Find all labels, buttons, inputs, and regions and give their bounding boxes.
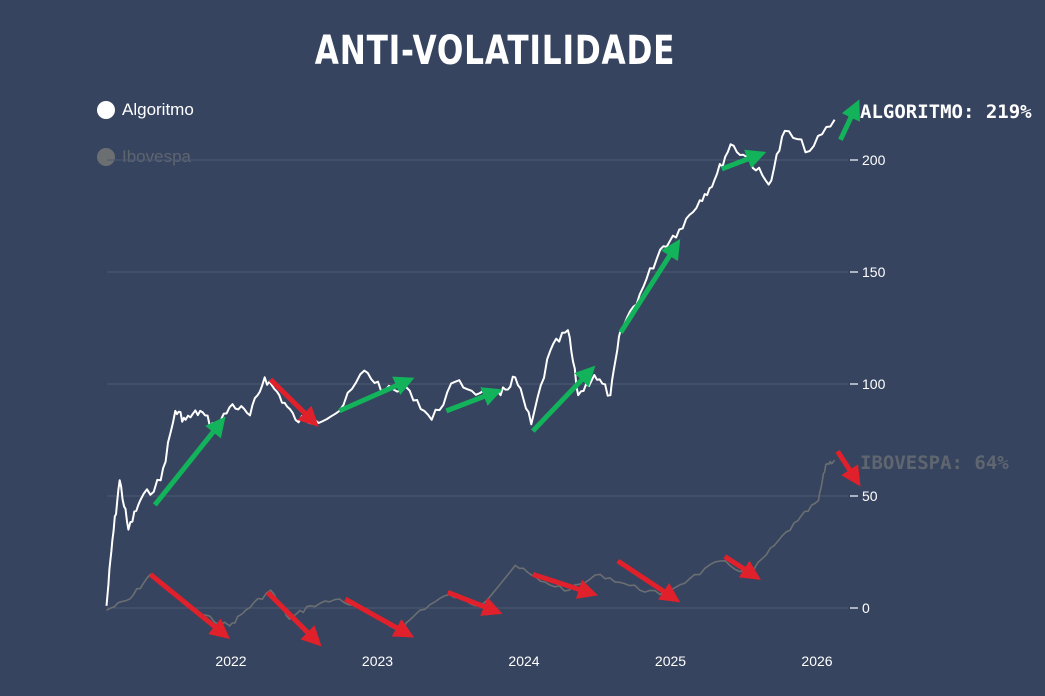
down-arrow-icon (616, 558, 681, 603)
x-tick-label: 2025 (655, 653, 686, 669)
down-arrow-icon (446, 589, 503, 616)
series-line-algoritmo (105, 119, 836, 606)
down-arrow-icon (268, 377, 319, 427)
ibovespa-end-label: IBOVESPA: 64% (860, 452, 1009, 474)
down-arrow-icon (344, 596, 415, 638)
up-arrow-icon (838, 99, 860, 141)
up-arrow-icon (152, 416, 226, 507)
x-tick-label: 2022 (215, 653, 246, 669)
down-arrow-icon (835, 449, 861, 487)
down-arrow-icon (265, 590, 322, 647)
up-arrow-icon (720, 149, 767, 172)
y-tick-label: 100 (862, 376, 886, 392)
up-arrow-icon (530, 365, 596, 433)
legend-label: Algoritmo (122, 100, 194, 119)
y-tick-label: 50 (862, 488, 878, 504)
x-tick-label: 2023 (362, 653, 393, 669)
down-arrow-icon (723, 554, 761, 580)
up-arrow-icon (618, 238, 681, 334)
algoritmo-end-label: ALGORITMO: 219% (860, 101, 1032, 123)
down-arrow-icon (532, 572, 598, 599)
chart-title: ANTI-VOLATILIDADE (314, 28, 676, 74)
y-tick-label: 150 (862, 264, 886, 280)
legend-label: Ibovespa (122, 147, 191, 166)
x-tick-label: 2026 (801, 653, 832, 669)
legend-dot-icon (97, 101, 115, 119)
down-arrow-icon (148, 572, 230, 639)
up-arrow-icon (445, 387, 503, 414)
y-tick-label: 200 (862, 152, 886, 168)
legend-item-ibovespa[interactable]: Ibovespa (97, 147, 191, 167)
x-tick-label: 2024 (508, 653, 539, 669)
legend-dot-icon (97, 148, 115, 166)
legend-item-algoritmo[interactable]: Algoritmo (97, 100, 194, 120)
series-line-ibovespa (106, 459, 836, 632)
up-arrow-icon (338, 376, 415, 414)
y-tick-label: 0 (862, 600, 870, 616)
